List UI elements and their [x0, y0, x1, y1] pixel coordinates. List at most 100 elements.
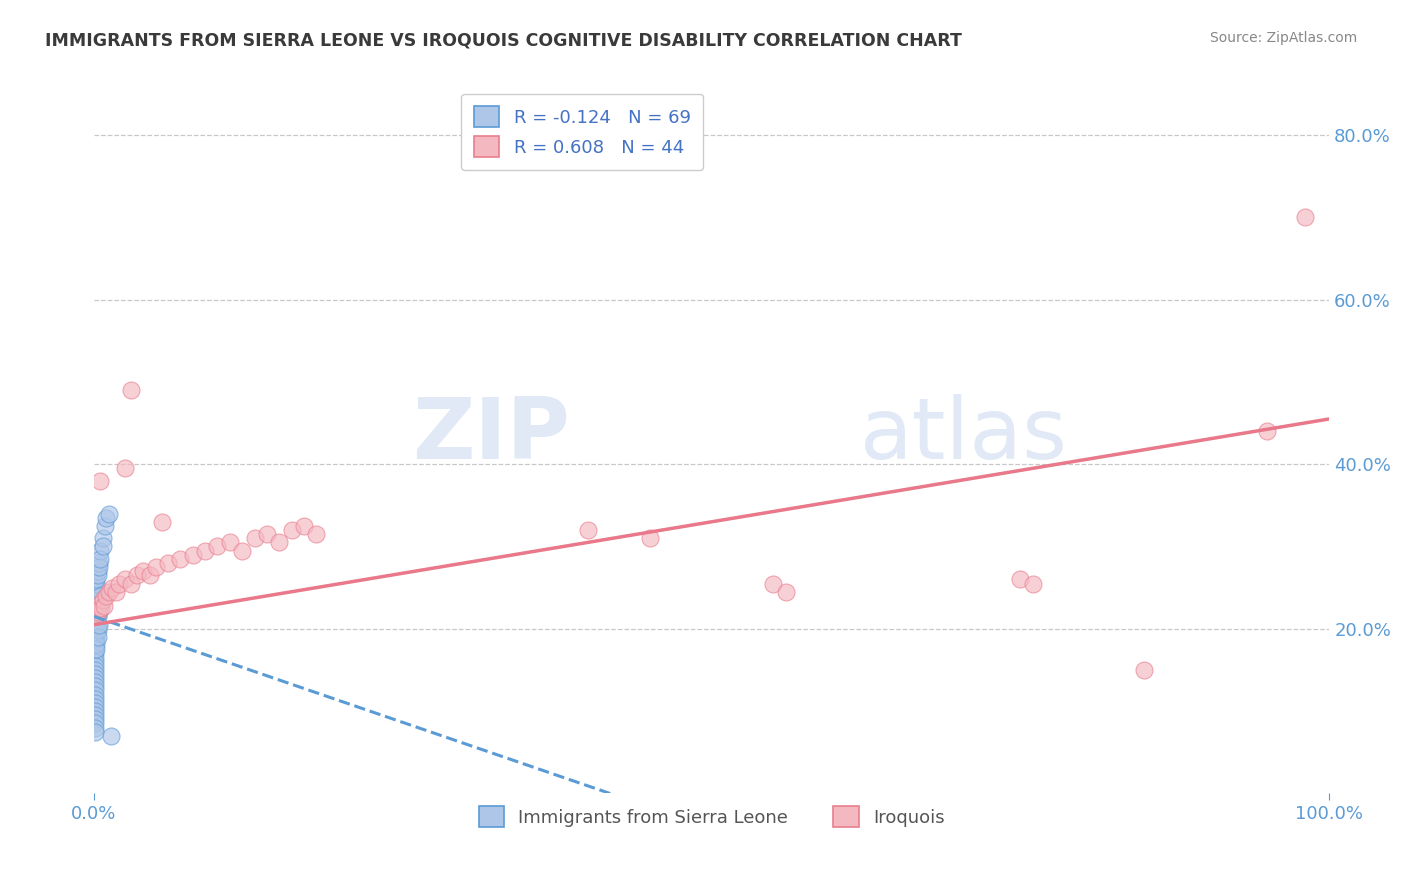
Point	[181, 548, 204, 562]
Point	[84, 700, 107, 714]
Point	[1294, 211, 1316, 225]
Point	[96, 589, 118, 603]
Point	[86, 624, 108, 638]
Text: ZIP: ZIP	[412, 394, 569, 477]
Point	[86, 576, 108, 591]
Point	[86, 605, 108, 619]
Text: atlas: atlas	[860, 394, 1067, 477]
Point	[86, 609, 108, 624]
Point	[243, 531, 266, 545]
Point	[84, 601, 107, 615]
Point	[84, 691, 107, 706]
Point	[84, 708, 107, 723]
Point	[269, 535, 291, 549]
Point	[292, 519, 315, 533]
Point	[97, 507, 120, 521]
Point	[84, 683, 107, 698]
Point	[576, 523, 599, 537]
Point	[86, 642, 108, 657]
Point	[86, 632, 108, 646]
Point	[101, 581, 124, 595]
Point	[87, 605, 110, 619]
Point	[105, 584, 128, 599]
Point	[87, 601, 110, 615]
Point	[89, 551, 111, 566]
Point	[86, 573, 108, 587]
Point	[96, 510, 118, 524]
Point	[86, 637, 108, 651]
Point	[638, 531, 661, 545]
Point	[86, 568, 108, 582]
Point	[87, 560, 110, 574]
Point	[194, 543, 217, 558]
Point	[84, 671, 107, 685]
Point	[84, 609, 107, 624]
Point	[84, 721, 107, 735]
Point	[84, 597, 107, 611]
Point	[84, 638, 107, 652]
Point	[1022, 576, 1045, 591]
Point	[84, 612, 107, 626]
Point	[305, 527, 328, 541]
Point	[100, 729, 122, 743]
Point	[84, 593, 107, 607]
Point	[87, 597, 110, 611]
Point	[84, 647, 107, 661]
Point	[91, 540, 114, 554]
Point	[84, 688, 107, 702]
Point	[86, 630, 108, 644]
Point	[114, 461, 136, 475]
Point	[84, 704, 107, 718]
Point	[762, 576, 785, 591]
Point	[84, 724, 107, 739]
Point	[86, 609, 108, 624]
Point	[84, 712, 107, 726]
Point	[84, 607, 107, 621]
Text: IMMIGRANTS FROM SIERRA LEONE VS IROQUOIS COGNITIVE DISABILITY CORRELATION CHART: IMMIGRANTS FROM SIERRA LEONE VS IROQUOIS…	[45, 31, 962, 49]
Point	[84, 630, 107, 644]
Point	[86, 581, 108, 595]
Point	[84, 658, 107, 673]
Point	[84, 604, 107, 618]
Point	[86, 564, 108, 578]
Point	[207, 540, 229, 554]
Point	[89, 597, 111, 611]
Point	[86, 609, 108, 624]
Point	[1010, 573, 1032, 587]
Point	[120, 576, 142, 591]
Point	[84, 663, 107, 677]
Point	[84, 605, 107, 619]
Point	[84, 622, 107, 636]
Point	[86, 626, 108, 640]
Point	[107, 576, 129, 591]
Point	[145, 560, 167, 574]
Point	[86, 622, 108, 636]
Point	[87, 556, 110, 570]
Point	[84, 634, 107, 648]
Point	[775, 584, 797, 599]
Point	[218, 535, 240, 549]
Point	[91, 531, 114, 545]
Point	[86, 584, 108, 599]
Point	[89, 589, 111, 603]
Point	[84, 655, 107, 669]
Point	[127, 568, 149, 582]
Point	[84, 615, 107, 630]
Point	[120, 383, 142, 397]
Point	[84, 675, 107, 690]
Point	[84, 617, 107, 632]
Point	[280, 523, 302, 537]
Point	[97, 584, 120, 599]
Point	[84, 667, 107, 681]
Point	[157, 556, 180, 570]
Point	[86, 605, 108, 619]
Point	[86, 589, 108, 603]
Point	[1256, 424, 1278, 438]
Point	[114, 573, 136, 587]
Point	[89, 474, 111, 488]
Point	[84, 696, 107, 710]
Point	[91, 593, 114, 607]
Point	[138, 568, 160, 582]
Point	[87, 617, 110, 632]
Point	[94, 519, 117, 533]
